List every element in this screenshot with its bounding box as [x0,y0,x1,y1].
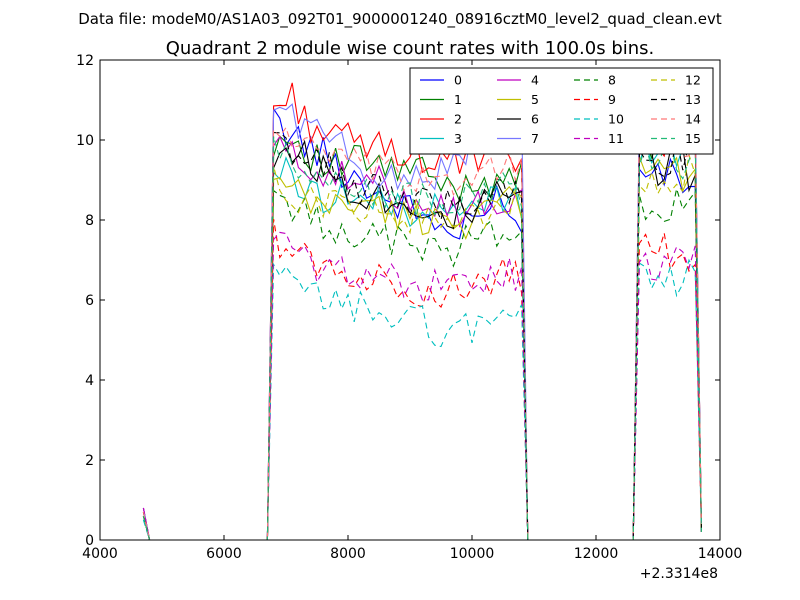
plot-area [142,82,702,540]
x-tick-label: 8000 [330,546,366,562]
legend-label-15: 15 [685,131,701,146]
y-tick-label: 2 [85,453,94,469]
series-line-0 [142,107,702,540]
series-line-11 [142,231,702,540]
y-tick-label: 12 [76,53,94,69]
y-tick-label: 10 [76,133,94,149]
x-tick-label: 12000 [574,546,619,562]
x-axis-offset-label: +2.3314e8 [640,566,718,582]
legend-label-9: 9 [608,92,616,107]
legend-label-11: 11 [608,131,624,146]
legend-label-8: 8 [608,73,616,88]
y-tick-label: 4 [85,373,94,389]
legend-label-4: 4 [531,73,539,88]
legend-label-10: 10 [608,112,624,127]
y-tick-label: 0 [85,533,94,549]
legend-label-14: 14 [685,112,701,127]
legend-label-1: 1 [454,92,462,107]
series-line-12 [142,154,702,540]
legend-label-12: 12 [685,73,701,88]
x-tick-label: 4000 [82,546,118,562]
chart-title: Quadrant 2 module wise count rates with … [166,38,655,59]
legend-label-2: 2 [454,112,462,127]
x-tick-label: 6000 [206,546,242,562]
series-line-10 [142,258,702,540]
legend-label-5: 5 [531,92,539,107]
legend-label-7: 7 [531,131,539,146]
legend-label-3: 3 [454,131,462,146]
x-tick-label: 10000 [450,546,495,562]
legend-label-0: 0 [454,73,462,88]
series-line-13 [142,132,702,540]
y-tick-label: 8 [85,213,94,229]
y-tick-label: 6 [85,293,94,309]
legend-label-13: 13 [685,92,701,107]
series-line-8 [142,188,702,540]
x-tick-label: 14000 [698,546,743,562]
series-line-5 [142,156,702,540]
legend-label-6: 6 [531,112,539,127]
figure-suptitle: Data file: modeM0/AS1A03_092T01_90000012… [78,10,722,29]
legend-box [409,67,714,155]
